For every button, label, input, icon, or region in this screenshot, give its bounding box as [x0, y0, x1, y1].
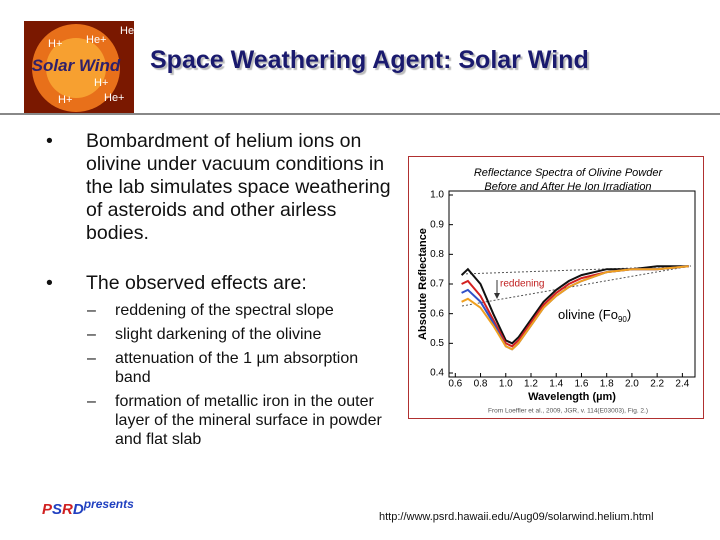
sub-bullet-text: formation of metallic iron in the outer …	[115, 393, 382, 448]
y-tick-label: 0.4	[430, 368, 444, 379]
sub-bullet: – reddening of the spectral slope	[87, 302, 334, 319]
chart-title: Before and After He Ion Irradiation	[484, 181, 651, 193]
sub-bullet-text: attenuation of the 1 µm absorption band	[115, 350, 359, 386]
x-tick-label: 1.0	[499, 379, 513, 390]
x-tick-label: 2.0	[625, 379, 639, 390]
ion-label: He+	[120, 25, 134, 37]
annotation: )	[627, 307, 631, 322]
x-tick-label: 1.2	[524, 379, 538, 390]
x-tick-label: 1.8	[600, 379, 614, 390]
ion-label: He+	[104, 92, 125, 104]
chart: Reflectance Spectra of Olivine Powder Be…	[408, 156, 704, 419]
x-tick-label: 1.4	[549, 379, 563, 390]
sub-bullet-text: slight darkening of the olivine	[115, 326, 322, 343]
divider	[0, 113, 720, 115]
ion-label: H+	[94, 77, 108, 89]
y-tick-label: 0.5	[430, 338, 444, 349]
logo: Solar Wind He+ H+ He+ H+ H+ He+	[24, 21, 134, 114]
ion-label: He+	[86, 34, 107, 46]
ion-label: H+	[48, 38, 62, 50]
brand-letter: S	[52, 501, 63, 518]
series-line	[460, 265, 689, 345]
arrow-head	[494, 293, 500, 299]
y-tick-label: 0.9	[430, 219, 444, 230]
x-tick-label: 2.2	[650, 379, 664, 390]
sub-bullet: – formation of metallic iron in the outer…	[87, 393, 382, 448]
y-axis-label: Absolute Reflectance	[417, 228, 429, 340]
annotation: olivine (Fo	[558, 307, 618, 322]
y-tick-label: 0.6	[430, 308, 444, 319]
series-line	[461, 265, 689, 351]
slide-title: Space Weathering Agent: Solar Wind	[150, 46, 589, 74]
chart-title: Reflectance Spectra of Olivine Powder	[474, 167, 664, 179]
annotation-sub: 90	[618, 315, 627, 324]
ion-label: H+	[58, 94, 72, 106]
x-tick-label: 1.6	[575, 379, 589, 390]
sub-bullet: – slight darkening of the olivine	[87, 326, 322, 343]
sub-bullet: – attenuation of the 1 µm absorption band	[87, 350, 359, 386]
annotation: olivine (Fo90)	[558, 307, 631, 324]
bullet: • The observed effects are:	[46, 272, 307, 294]
brand: PSRDpresents	[42, 497, 134, 518]
x-tick-label: 0.6	[448, 379, 462, 390]
brand-letter: P	[42, 501, 53, 518]
bullet: • Bombardment of helium ions on olivine u…	[46, 130, 391, 244]
sub-bullet-text: reddening of the spectral slope	[115, 302, 334, 319]
y-tick-label: 0.8	[430, 249, 444, 260]
y-tick-label: 1.0	[430, 190, 444, 201]
x-axis-label: Wavelength (µm)	[528, 391, 616, 403]
brand-tagline: presents	[83, 497, 134, 511]
x-tick-label: 2.4	[675, 379, 689, 390]
logo-text: Solar Wind	[32, 56, 121, 75]
x-tick-label: 0.8	[474, 379, 488, 390]
annotation: reddening	[500, 279, 544, 290]
continuum-line	[461, 265, 692, 307]
bullet-text: Bombardment of helium ions on olivine un…	[86, 130, 391, 244]
y-tick-label: 0.7	[430, 279, 444, 290]
source-note: From Loeffler et al., 2009, JGR, v. 114(…	[488, 408, 648, 415]
footer-url: http://www.psrd.hawaii.edu/Aug09/solarwi…	[379, 511, 654, 523]
bullet-text: The observed effects are:	[86, 272, 307, 294]
brand-letter: R	[62, 501, 73, 518]
brand-letter: D	[72, 501, 84, 518]
